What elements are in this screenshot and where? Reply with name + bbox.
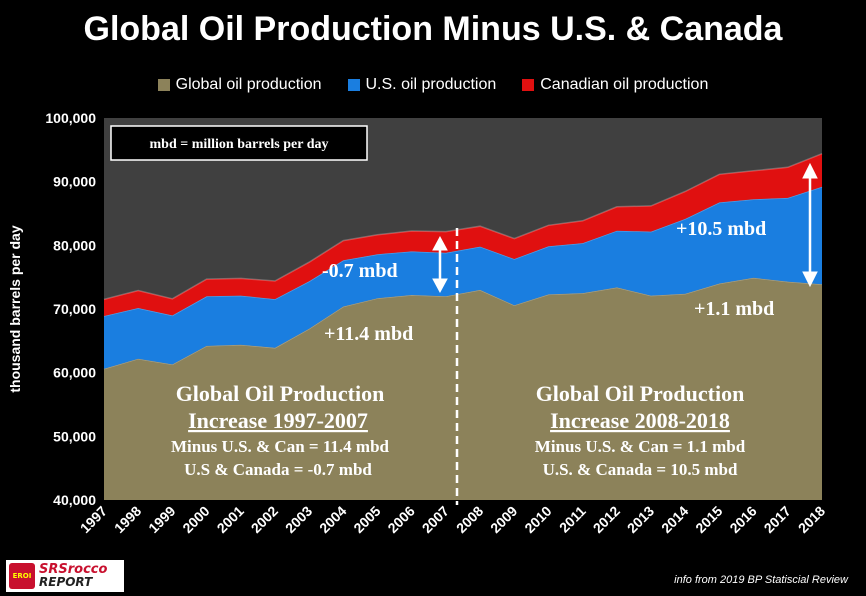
- y-tick-label: 70,000: [53, 301, 96, 317]
- x-tick-label: 2005: [350, 503, 383, 536]
- x-tick-label: 2007: [419, 503, 452, 536]
- arrow-right: [802, 162, 818, 288]
- area-edge-canada: [103, 153, 823, 301]
- right-text-block: Global Oil Production Increase 2008-2018…: [535, 381, 746, 479]
- x-tick-label: 2006: [384, 503, 417, 536]
- chart-title: Global Oil Production Minus U.S. & Canad…: [83, 10, 783, 48]
- right-block-line-4: U.S. & Canada = 10.5 mbd: [543, 460, 738, 479]
- area-us: [104, 186, 822, 369]
- legend-label-global: Global oil production: [175, 76, 322, 93]
- note-text: mbd = million barrels per day: [150, 137, 329, 152]
- y-axis-label: thousand barrels per day: [7, 225, 23, 392]
- legend-item-canada: Canadian oil production: [522, 76, 708, 94]
- x-tick-label: 2015: [692, 503, 725, 536]
- left-block-line-2: Increase 1997-2007: [188, 408, 368, 433]
- x-tick-label: 2010: [521, 503, 554, 536]
- legend-label-canada: Canadian oil production: [540, 76, 709, 93]
- x-tick-label: 2018: [795, 503, 828, 536]
- x-tick-label: 2003: [282, 503, 315, 536]
- x-tick-label: 2008: [453, 503, 486, 536]
- x-tick-label: 2014: [658, 503, 691, 536]
- x-tick-label: 2001: [214, 503, 247, 536]
- legend: Global oil production U.S. oil productio…: [0, 76, 866, 94]
- left-block-line-4: U.S & Canada = -0.7 mbd: [184, 460, 372, 479]
- area-global: [104, 277, 822, 500]
- y-tick-label: 100,000: [45, 110, 96, 126]
- x-tick-label: 2000: [179, 503, 212, 536]
- left-block-line-3: Minus U.S. & Can = 11.4 mbd: [171, 437, 390, 456]
- y-tick-label: 40,000: [53, 492, 96, 508]
- note-box: [110, 125, 368, 161]
- x-tick-label: 2011: [556, 503, 589, 536]
- annotation-right-us-can: +10.5 mbd: [676, 218, 766, 240]
- annotation-left-us-can: -0.7 mbd: [322, 260, 398, 282]
- y-tick-label: 50,000: [53, 428, 96, 444]
- x-tick-label: 2009: [487, 503, 520, 536]
- legend-swatch-canada: [522, 79, 535, 91]
- legend-swatch-global: [157, 79, 170, 91]
- right-block-line-1: Global Oil Production: [536, 381, 745, 406]
- right-block-line-2: Increase 2008-2018: [550, 408, 730, 433]
- right-block-line-3: Minus U.S. & Can = 1.1 mbd: [535, 437, 746, 456]
- logo-line-1: SRSrocco: [39, 562, 108, 577]
- legend-label-us: U.S. oil production: [365, 76, 497, 93]
- x-tick-label: 2002: [248, 503, 281, 536]
- x-tick-label: 1999: [145, 503, 178, 536]
- legend-item-us: U.S. oil production: [347, 76, 497, 94]
- srsrocco-logo: EROI SRSrocco REPORT: [6, 560, 124, 592]
- left-text-block: Global Oil Production Increase 1997-2007…: [171, 381, 390, 479]
- legend-swatch-us: [347, 79, 360, 91]
- annotation-left-global: +11.4 mbd: [324, 323, 413, 345]
- x-tick-label: 2016: [726, 503, 759, 536]
- x-tick-label: 1998: [111, 503, 144, 536]
- logo-text: SRSrocco REPORT: [39, 563, 107, 589]
- legend-item-global: Global oil production: [157, 76, 322, 94]
- x-tick-label: 2004: [316, 503, 349, 536]
- x-tick-label: 2013: [624, 503, 657, 536]
- y-tick-label: 90,000: [53, 174, 96, 190]
- area-canada: [104, 153, 822, 316]
- annotation-right-global: +1.1 mbd: [694, 298, 774, 320]
- y-tick-label: 80,000: [53, 237, 96, 253]
- x-tick-label: 2017: [761, 503, 794, 536]
- eroi-badge-icon: EROI: [9, 563, 35, 589]
- source-note: info from 2019 BP Statiscial Review: [674, 574, 848, 586]
- arrow-left: [432, 235, 448, 294]
- y-tick-label: 60,000: [53, 365, 96, 381]
- left-block-line-1: Global Oil Production: [176, 381, 385, 406]
- logo-line-2: REPORT: [39, 575, 93, 589]
- x-tick-label: 2012: [590, 503, 623, 536]
